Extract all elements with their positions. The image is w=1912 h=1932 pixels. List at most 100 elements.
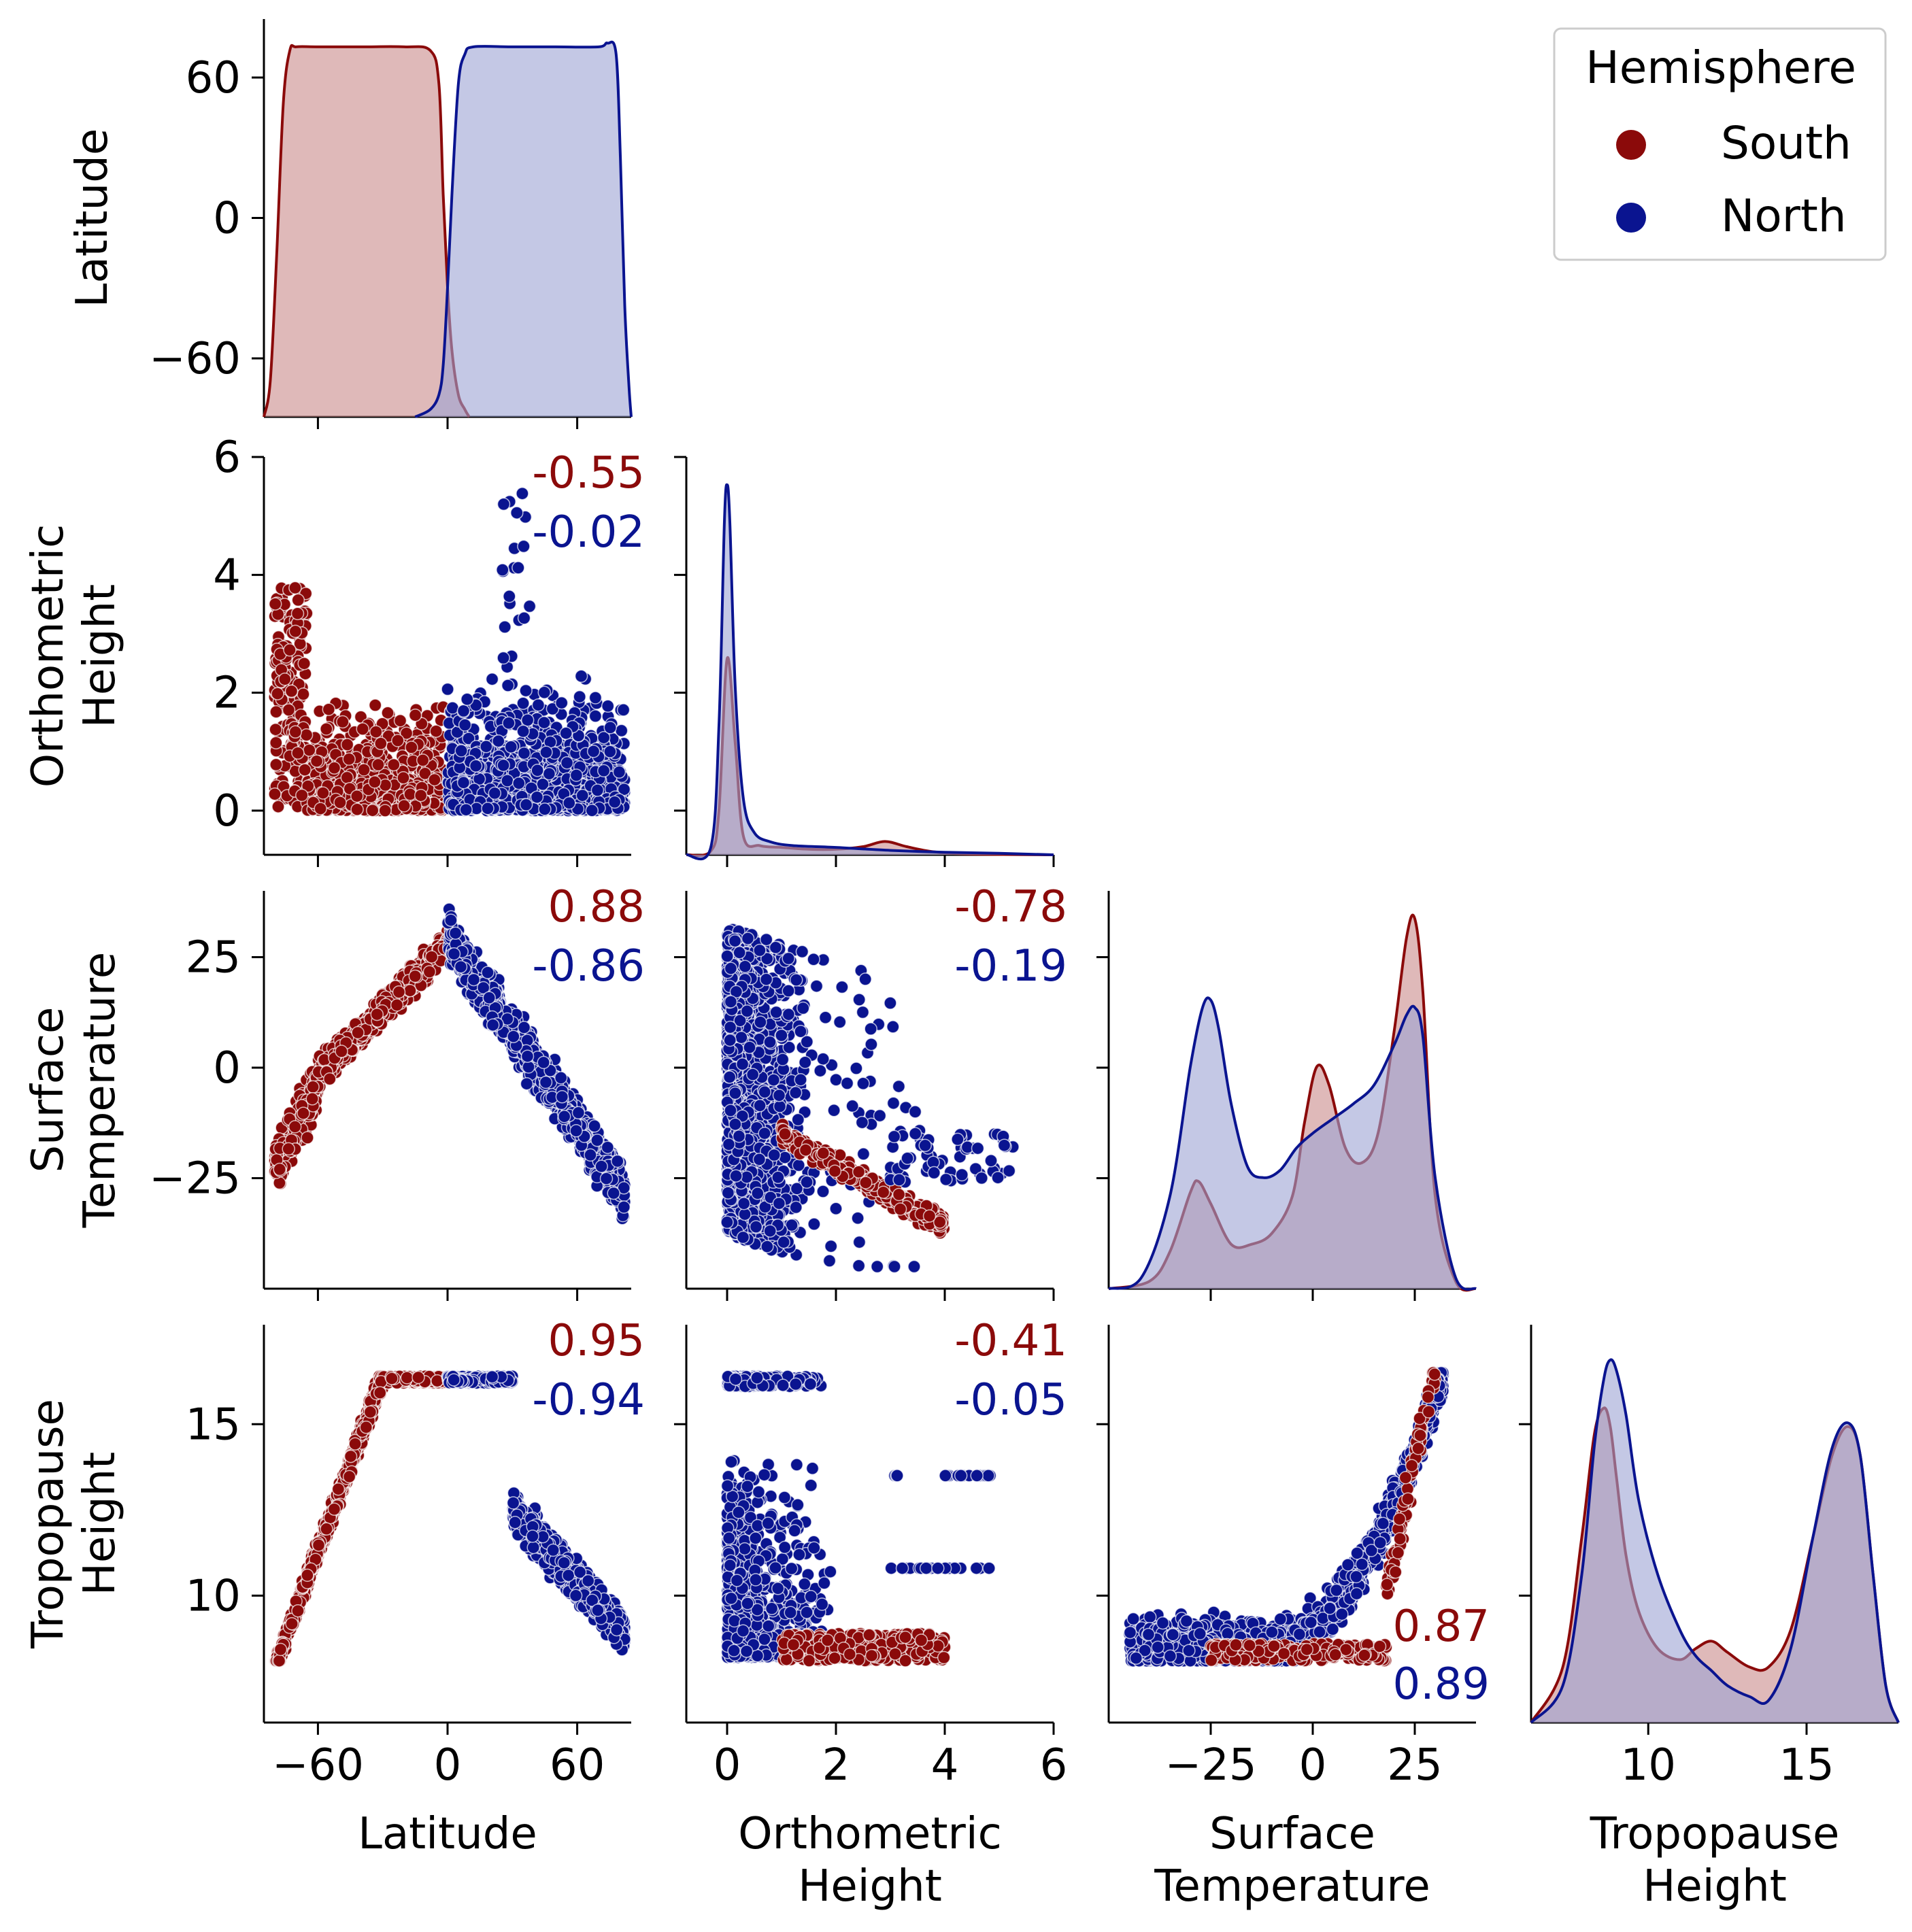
point-north	[517, 697, 529, 709]
point-north	[604, 745, 616, 758]
point-north	[570, 1125, 582, 1137]
x-axis-title-tp: Tropopause	[1590, 1809, 1840, 1859]
point-south	[351, 790, 363, 802]
y-axis-title-line: Orthometric	[23, 524, 73, 788]
point-north	[817, 1053, 829, 1065]
point-south	[409, 970, 421, 983]
point-north	[513, 777, 525, 790]
point-north	[480, 741, 492, 753]
point-north	[507, 1030, 520, 1043]
point-north	[497, 759, 509, 771]
point-north	[613, 766, 625, 778]
kde-area-north	[1109, 998, 1476, 1289]
point-south	[356, 723, 369, 735]
point-north	[618, 1201, 630, 1213]
x-tick-label: 2	[822, 1740, 850, 1791]
x-axis-title-oh: Orthometric	[738, 1809, 1002, 1859]
point-south	[372, 759, 384, 771]
point-south	[317, 787, 329, 799]
point-north	[909, 1106, 922, 1118]
x-tick-label: 10	[1621, 1740, 1676, 1791]
point-south	[271, 688, 284, 700]
point-south	[269, 724, 282, 736]
point-south	[314, 802, 326, 815]
point-north	[589, 692, 601, 704]
y-tick-label: 4	[213, 550, 241, 600]
point-north	[455, 961, 467, 973]
point-south	[297, 1107, 309, 1119]
point-north	[604, 722, 616, 734]
y-tick-label: −60	[149, 334, 241, 384]
point-north	[448, 948, 460, 960]
point-north	[531, 764, 543, 777]
point-south	[341, 771, 353, 783]
point-south	[405, 741, 418, 753]
point-north	[539, 803, 551, 815]
point-north	[492, 735, 505, 747]
point-north	[518, 1021, 531, 1034]
point-south	[367, 804, 379, 817]
point-north	[595, 1160, 607, 1172]
scatter-st-vs-oh: -0.78-0.19	[721, 882, 1067, 1273]
point-north	[830, 1202, 842, 1215]
kde-area-south	[264, 46, 469, 417]
point-south	[391, 999, 403, 1011]
point-north	[797, 1002, 809, 1015]
y-axis-title-line: Surface	[23, 1007, 73, 1173]
panel-tp-vs-st: −25 0 25	[1096, 1325, 1476, 1791]
point-north	[561, 757, 573, 769]
point-south	[272, 800, 284, 813]
kde-area-north	[415, 42, 631, 417]
y-tick-label: 0	[213, 1043, 241, 1094]
point-north	[814, 1065, 826, 1077]
x-tick-label: −60	[272, 1740, 364, 1791]
point-north	[517, 725, 529, 737]
point-north	[841, 1077, 854, 1089]
point-south	[283, 704, 295, 716]
x-tick-label: −25	[1164, 1740, 1256, 1791]
point-north	[524, 600, 536, 613]
point-north	[801, 1176, 813, 1188]
point-north	[616, 724, 628, 736]
scatter-st-vs-lat: 0.88-0.86	[269, 882, 645, 1225]
point-north	[618, 704, 630, 716]
kde-tp	[1531, 1359, 1898, 1723]
point-north	[558, 1111, 571, 1123]
point-north	[498, 498, 510, 510]
kde-st	[1109, 915, 1476, 1291]
point-north	[487, 1019, 499, 1031]
y-axis-title-line: Height	[75, 1452, 125, 1596]
point-north	[511, 507, 523, 519]
point-north	[486, 673, 499, 685]
point-north	[482, 966, 494, 979]
point-south	[398, 800, 410, 812]
y-tick-label: 15	[186, 1400, 241, 1450]
y-tick-label: 25	[186, 933, 241, 983]
point-north	[501, 775, 514, 787]
point-south	[370, 726, 382, 738]
point-south	[322, 703, 335, 715]
point-north	[588, 1120, 601, 1132]
point-north	[540, 1077, 552, 1089]
x-tick-label: 0	[714, 1740, 741, 1791]
point-south	[282, 1142, 295, 1155]
point-south	[423, 966, 435, 978]
point-south	[269, 598, 282, 610]
y-axis-title-line: Latitude	[67, 129, 118, 307]
point-north	[796, 945, 808, 957]
point-north	[516, 488, 529, 500]
point-south	[343, 753, 355, 765]
x-tick-label: 15	[1779, 1740, 1834, 1791]
point-north	[830, 1074, 842, 1086]
point-south	[286, 685, 298, 697]
x-axis-title-lat: Latitude	[358, 1809, 537, 1859]
point-north	[591, 784, 603, 796]
point-north	[856, 1006, 869, 1019]
point-south	[341, 739, 354, 751]
point-south	[351, 803, 363, 815]
point-south	[273, 1164, 286, 1176]
point-north	[560, 727, 572, 739]
point-north	[518, 540, 530, 552]
point-south	[306, 1093, 318, 1105]
point-north	[563, 797, 575, 809]
